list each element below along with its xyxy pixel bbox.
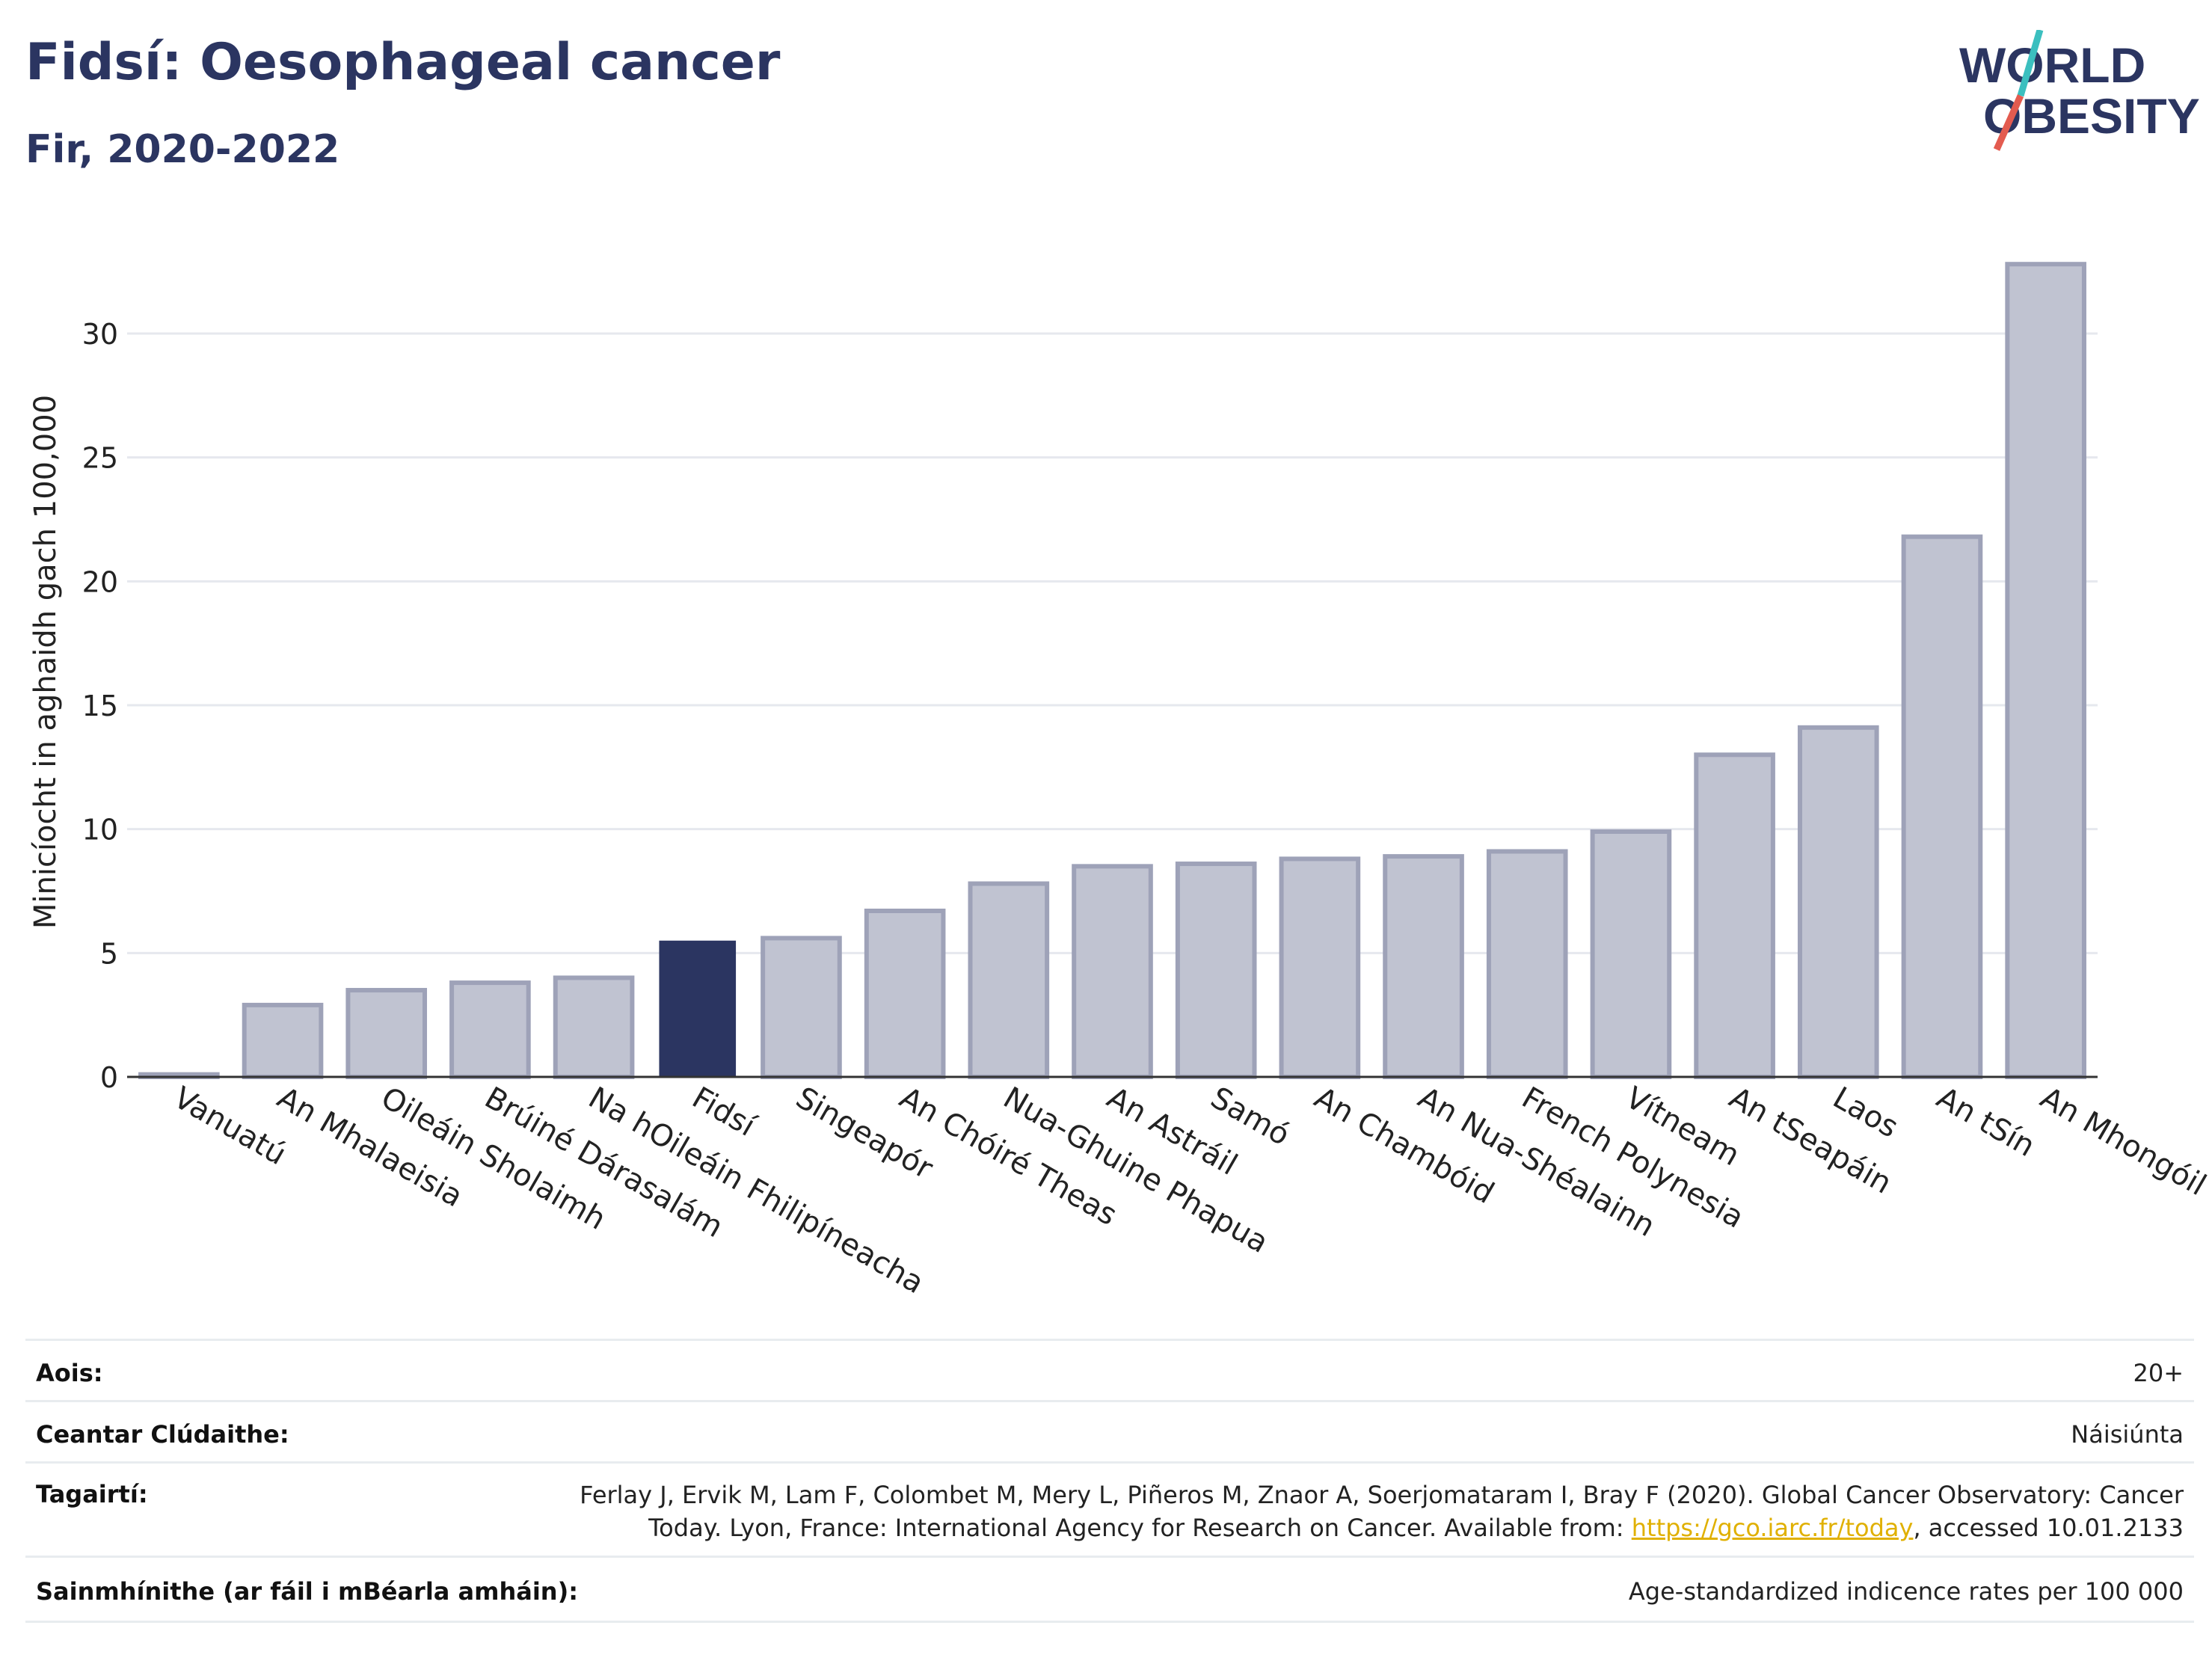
area-value: Náisiúnta	[2071, 1420, 2184, 1449]
references-line-2-text: Today. Lyon, France: International Agenc…	[648, 1514, 1632, 1542]
x-tick-label: Laos	[1827, 1081, 1904, 1145]
bars	[138, 262, 2086, 1080]
bar-12[interactable]	[1383, 854, 1464, 1079]
references-text: Ferlay J, Ervik M, Lam F, Colombet M, Me…	[538, 1479, 2184, 1544]
logo-slash-teal	[2017, 30, 2044, 97]
bar-8[interactable]	[968, 881, 1050, 1079]
y-axis-ticks: 0 5 10 15 20 25 30	[82, 318, 118, 1094]
x-tick-label: An Mhalaeisia	[271, 1081, 468, 1215]
bar-4[interactable]	[553, 975, 635, 1079]
logo-word-world: WORLD	[1959, 37, 2145, 93]
y-tick-label: 25	[82, 442, 118, 475]
definitions-label: Sainmhínithe (ar fáil i mBéarla amháin):	[36, 1577, 578, 1606]
bar-6[interactable]	[761, 936, 842, 1079]
bar-14[interactable]	[1590, 829, 1672, 1079]
age-label: Aois:	[36, 1359, 103, 1387]
logo-slash-red	[1993, 94, 2024, 151]
world-obesity-logo: WORLD OBESITY	[1959, 30, 2200, 151]
chart-subtitle: Fir, 2020-2022	[25, 127, 340, 172]
x-tick-label: An Mhongóil	[2035, 1081, 2212, 1203]
bar-18[interactable]	[2005, 262, 2086, 1080]
bar-15[interactable]	[1694, 752, 1775, 1079]
references-line-1: Ferlay J, Ervik M, Lam F, Colombet M, Me…	[580, 1481, 2184, 1509]
meta-row-age: Aois: 20+	[25, 1339, 2194, 1401]
x-tick-label: Vanuatú	[168, 1081, 292, 1172]
bar-11[interactable]	[1279, 856, 1361, 1080]
bar-9[interactable]	[1072, 864, 1153, 1079]
meta-row-references: Tagairtí: Ferlay J, Ervik M, Lam F, Colo…	[25, 1461, 2194, 1556]
bar-3[interactable]	[449, 980, 531, 1080]
bar-2[interactable]	[345, 988, 428, 1080]
y-tick-label: 10	[82, 814, 118, 847]
bar-13[interactable]	[1486, 849, 1568, 1080]
bar-7[interactable]	[864, 909, 946, 1079]
bar-16[interactable]	[1797, 725, 1879, 1079]
y-tick-label: 30	[82, 318, 118, 351]
x-tick-label: Fidsí	[686, 1081, 762, 1144]
references-link[interactable]: https://gco.iarc.fr/today	[1631, 1514, 1914, 1542]
bar-5[interactable]	[659, 940, 737, 1077]
references-label: Tagairtí:	[36, 1480, 148, 1508]
y-tick-label: 15	[82, 690, 118, 722]
bar-17[interactable]	[1901, 534, 1983, 1079]
bar-1[interactable]	[242, 1002, 324, 1079]
y-axis-label: Minicíocht in aghaidh gach 100,000	[28, 395, 63, 929]
references-line-2: Today. Lyon, France: International Agenc…	[538, 1511, 2184, 1544]
meta-row-definitions: Sainmhínithe (ar fáil i mBéarla amháin):…	[25, 1556, 2194, 1623]
meta-row-area: Ceantar Clúdaithe: Náisiúnta	[25, 1400, 2194, 1462]
age-value: 20+	[2133, 1359, 2184, 1387]
x-tick-label: An Chambóid	[1309, 1081, 1500, 1211]
definitions-value: Age-standardized indicence rates per 100…	[1628, 1577, 2184, 1606]
x-tick-label: An tSín	[1931, 1081, 2041, 1164]
bar-10[interactable]	[1175, 862, 1257, 1080]
y-tick-label: 0	[100, 1061, 118, 1094]
chart-title: Fidsí: Oesophageal cancer	[25, 33, 781, 92]
area-label: Ceantar Clúdaithe:	[36, 1420, 289, 1449]
references-accessed: , accessed 10.01.2133	[1913, 1514, 2184, 1542]
y-tick-label: 20	[82, 565, 118, 598]
y-tick-label: 5	[100, 937, 118, 970]
